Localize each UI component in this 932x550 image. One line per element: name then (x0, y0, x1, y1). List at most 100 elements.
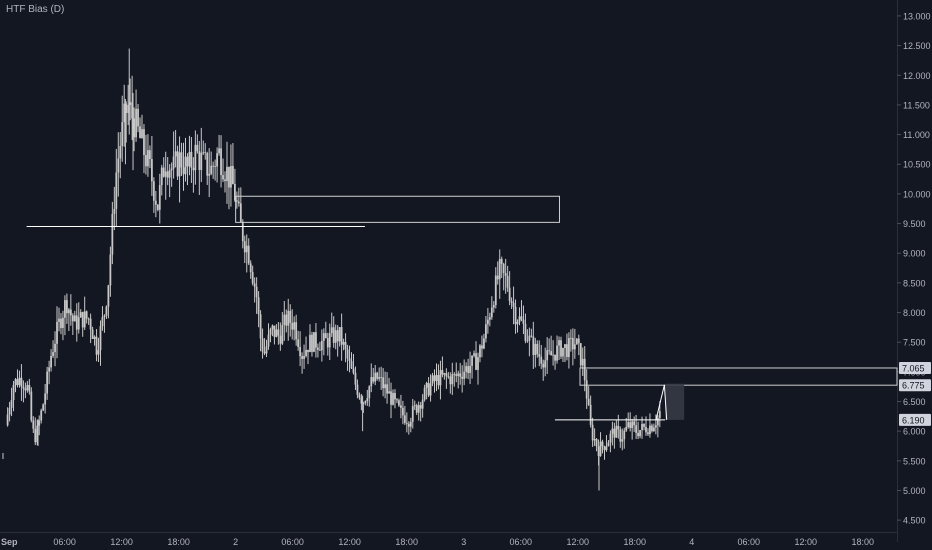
candle-body (64, 300, 66, 318)
candle-body (631, 421, 634, 428)
candle-body (396, 399, 398, 401)
candle-body (301, 356, 303, 359)
candle-body (504, 272, 507, 276)
candle-body (14, 379, 17, 386)
candle-body (22, 386, 25, 389)
y-tick-label: 10.000 (903, 189, 931, 199)
projection-line (663, 384, 668, 420)
candle-body (291, 322, 294, 330)
candle-body (376, 372, 379, 379)
bias-zone-box[interactable] (235, 195, 560, 223)
candle-body (216, 153, 219, 167)
candle-body (283, 314, 286, 325)
candle-body (641, 424, 643, 431)
candle-body (330, 327, 333, 334)
candle-body (639, 430, 641, 437)
candle-body (554, 354, 556, 361)
candle-body (75, 315, 78, 330)
candle-body (204, 152, 207, 154)
candle-body (38, 420, 41, 426)
candle-body (6, 414, 9, 426)
candle-body (457, 373, 460, 377)
candle-body (400, 405, 402, 408)
candle-body (394, 392, 396, 400)
candle-body (585, 380, 588, 399)
candle-body (409, 421, 412, 427)
candle-body (83, 311, 86, 328)
candle-body (113, 208, 116, 214)
candle-body (141, 129, 143, 138)
candle-body (170, 168, 173, 171)
candle-body (431, 375, 434, 384)
candle-body (415, 405, 418, 413)
candle-body (263, 351, 266, 354)
candle-body (178, 152, 181, 177)
x-tick-label: 12:00 (566, 537, 589, 547)
candle-body (356, 384, 359, 395)
target-zone-box[interactable] (579, 367, 898, 386)
candle-body (645, 426, 647, 433)
candle-body (154, 200, 157, 205)
candle-body (156, 204, 159, 210)
candle-body (241, 221, 244, 242)
x-tick-label: 3 (461, 537, 466, 547)
candle-body (149, 150, 151, 160)
candle-body (328, 333, 331, 348)
candle-body (449, 376, 452, 385)
candle-body (150, 159, 153, 182)
candle-body (77, 317, 80, 330)
candle-body (534, 343, 537, 355)
candle-body (320, 340, 323, 351)
y-tick-label: 4.500 (903, 516, 926, 526)
candle-body (471, 355, 473, 366)
candle-body (71, 315, 74, 322)
candle-body (237, 201, 240, 204)
candle-body (651, 425, 653, 432)
candle-body (536, 343, 539, 355)
candle-body (334, 330, 337, 343)
candle-body (121, 122, 124, 147)
candle-body (469, 365, 471, 373)
candle-body (407, 423, 410, 427)
candle-body (255, 286, 258, 298)
candle-body (103, 315, 106, 318)
price-label-box (899, 413, 931, 426)
candle-body (48, 367, 51, 372)
candle-body (162, 167, 165, 177)
candle-body (514, 306, 517, 325)
price-label: 7.065 (902, 363, 925, 373)
candle-body (542, 363, 545, 368)
candle-body (208, 173, 211, 176)
candle-body (564, 344, 566, 348)
price-label: 6.775 (902, 381, 925, 391)
candle-body (91, 329, 94, 340)
candle-body (26, 384, 29, 391)
candle-body (437, 374, 440, 386)
candle-body (417, 405, 420, 413)
candle-body (54, 343, 56, 353)
candle-body (34, 428, 37, 443)
candle-body (605, 446, 608, 451)
candle-body (295, 322, 298, 340)
candle-body (69, 309, 72, 316)
candle-body (562, 347, 564, 357)
candle-body (388, 391, 390, 394)
candle-body (243, 241, 246, 253)
candle-body (190, 151, 193, 168)
candle-body (467, 366, 470, 373)
candle-body (619, 429, 622, 442)
candle-body (46, 371, 49, 394)
candle-body (168, 170, 171, 178)
candle-body (332, 327, 335, 343)
candle-body (506, 275, 509, 288)
candle-body (326, 338, 329, 348)
candle-body (486, 319, 489, 325)
candle-body (293, 322, 296, 330)
candle-body (192, 167, 195, 171)
candle-body (160, 167, 163, 186)
candle-body (512, 302, 515, 307)
candle-body (42, 404, 45, 411)
candle-body (249, 263, 252, 273)
candle-body (368, 386, 371, 399)
